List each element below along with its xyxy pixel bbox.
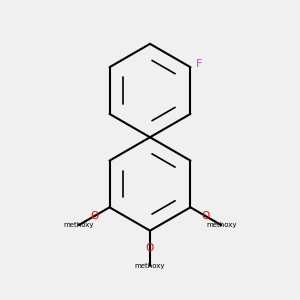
Text: methoxy: methoxy	[63, 222, 94, 228]
Text: O: O	[146, 243, 154, 253]
Text: F: F	[196, 59, 203, 69]
Text: methoxy: methoxy	[135, 263, 165, 269]
Text: methoxy: methoxy	[206, 222, 237, 228]
Text: O: O	[91, 211, 99, 221]
Text: O: O	[201, 211, 209, 221]
